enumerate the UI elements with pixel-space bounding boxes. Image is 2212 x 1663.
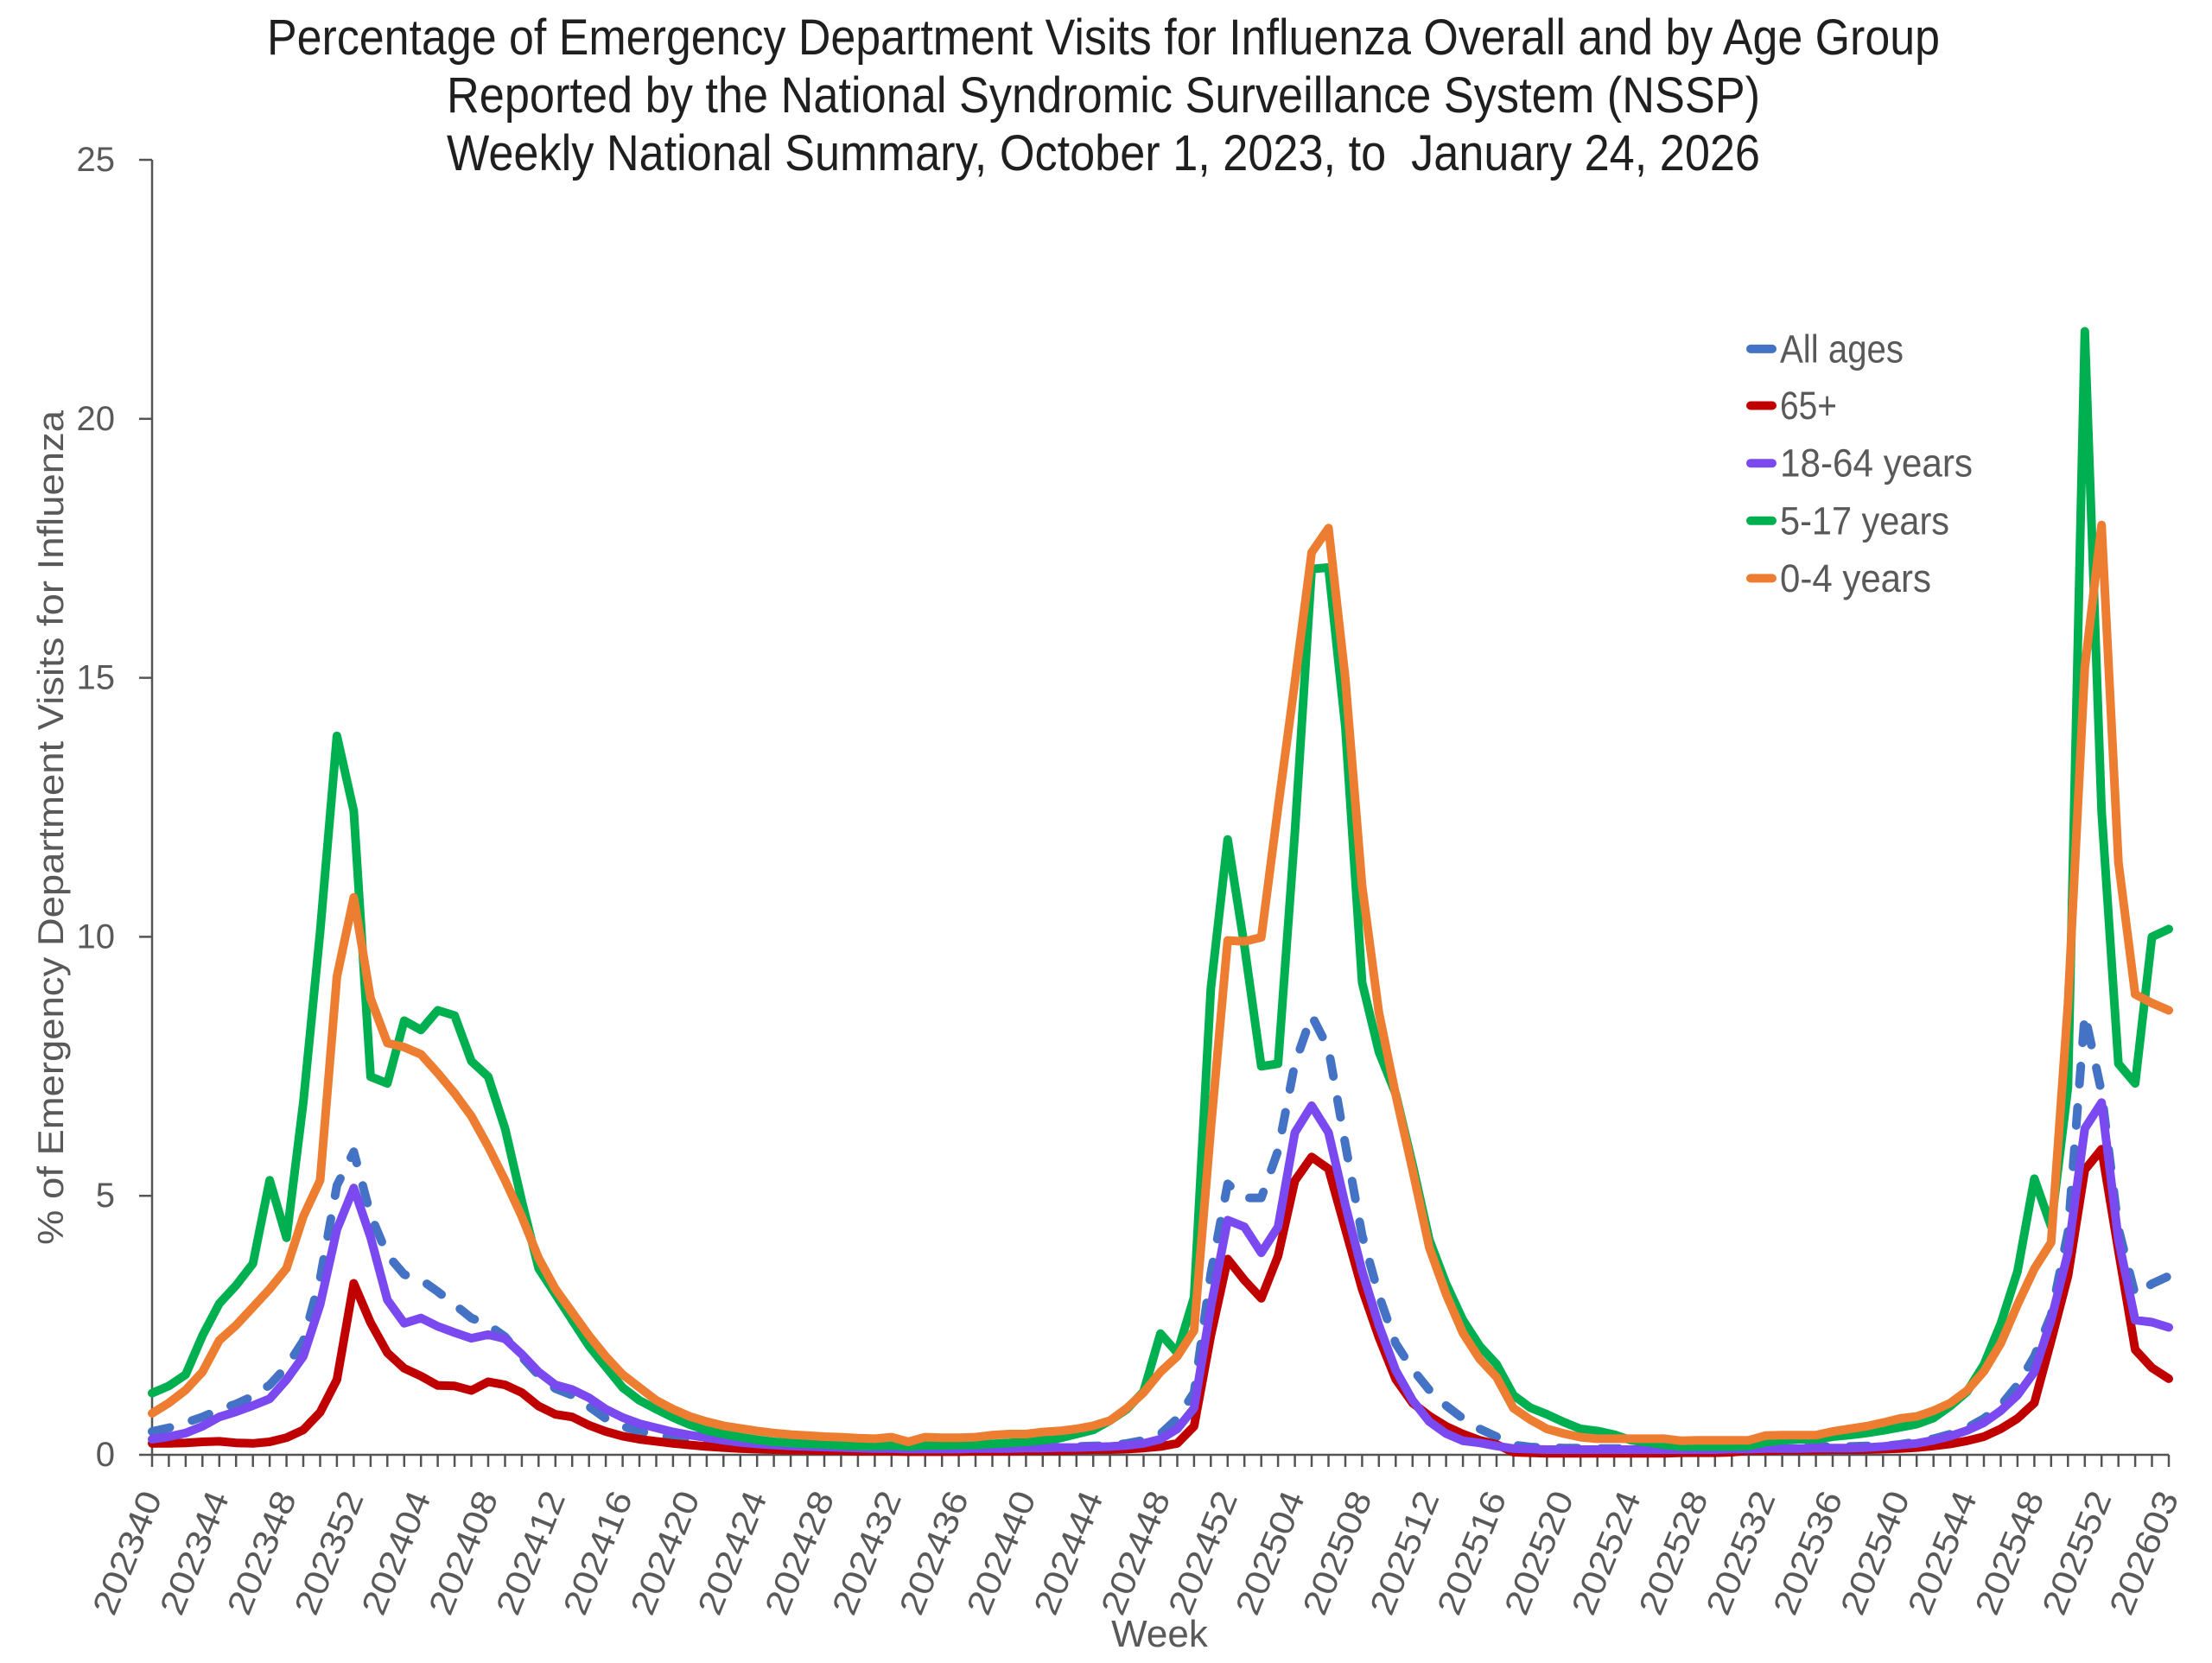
svg-text:Week: Week (1111, 1613, 1209, 1655)
svg-text:10: 10 (77, 917, 116, 955)
svg-text:15: 15 (77, 659, 116, 697)
svg-text:20: 20 (77, 400, 116, 438)
svg-text:5-17 years: 5-17 years (1780, 498, 1949, 543)
svg-text:Reported by the National Syndr: Reported by the National Syndromic Surve… (447, 67, 1760, 124)
svg-text:All ages: All ages (1780, 327, 1904, 371)
svg-text:Weekly National Summary, Octob: Weekly National Summary, October 1, 2023… (447, 125, 1760, 181)
svg-text:18-64 years: 18-64 years (1780, 441, 1973, 486)
svg-text:% of Emergency Department Visi: % of Emergency Department Visits for Inf… (30, 409, 71, 1245)
svg-text:25: 25 (77, 141, 116, 179)
svg-text:0: 0 (96, 1436, 115, 1474)
svg-text:5: 5 (96, 1177, 115, 1215)
svg-text:Percentage of Emergency Depart: Percentage of Emergency Department Visit… (267, 10, 1940, 66)
svg-text:65+: 65+ (1780, 384, 1837, 428)
svg-text:0-4 years: 0-4 years (1780, 556, 1931, 600)
